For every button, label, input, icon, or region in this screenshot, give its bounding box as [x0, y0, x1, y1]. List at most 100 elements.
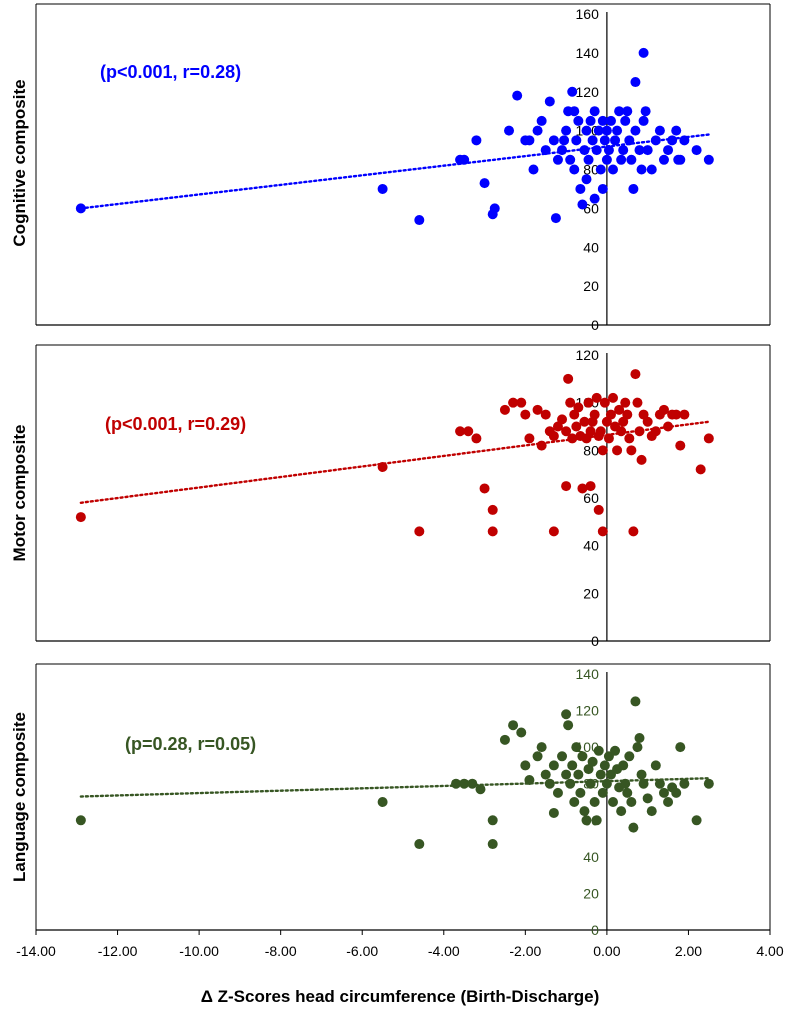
trendline: [79, 420, 711, 504]
data-point: [663, 421, 674, 432]
data-point: [634, 426, 645, 437]
data-point: [628, 526, 639, 537]
data-point: [583, 764, 594, 775]
data-point: [650, 760, 661, 771]
data-point: [451, 778, 462, 789]
data-point: [616, 426, 627, 437]
data-point: [577, 199, 588, 210]
data-point: [377, 183, 388, 194]
y-tick-label: 100: [576, 739, 600, 755]
data-point: [654, 778, 665, 789]
data-point: [557, 751, 568, 762]
data-point: [475, 784, 486, 795]
y-tick-label: 40: [583, 538, 599, 554]
data-point: [622, 106, 633, 117]
y-tick-label: 40: [583, 849, 599, 865]
data-point: [487, 839, 498, 850]
data-point: [620, 397, 631, 408]
data-point: [597, 115, 608, 126]
x-tick-label: -10.00: [179, 943, 219, 959]
data-point: [634, 145, 645, 156]
data-point: [559, 135, 570, 146]
data-point: [487, 504, 498, 515]
data-point: [575, 787, 586, 798]
data-point: [520, 760, 531, 771]
data-point: [628, 822, 639, 833]
y-tick-label: 60: [583, 490, 599, 506]
data-point: [540, 145, 551, 156]
data-point: [632, 397, 643, 408]
data-point: [626, 797, 637, 807]
data-point: [589, 193, 600, 204]
y-axis-label: Cognitive composite: [10, 79, 29, 246]
data-point: [624, 135, 635, 146]
data-point: [595, 769, 606, 780]
data-point: [603, 145, 614, 156]
data-point: [608, 392, 619, 403]
data-point: [593, 125, 604, 136]
data-point: [634, 733, 645, 743]
data-point: [601, 125, 612, 136]
y-tick-label: 0: [591, 633, 599, 649]
data-point: [571, 742, 582, 753]
data-point: [658, 787, 669, 798]
data-point: [591, 145, 602, 156]
data-point: [593, 504, 604, 515]
data-point: [471, 135, 482, 146]
data-point: [571, 421, 582, 432]
data-point: [577, 483, 588, 494]
data-point: [679, 409, 690, 420]
data-point: [75, 815, 86, 826]
data-point: [377, 462, 388, 473]
data-point: [610, 745, 621, 756]
data-point: [585, 481, 596, 492]
data-point: [581, 174, 592, 185]
data-point: [612, 125, 623, 136]
stats-annotation: (p<0.001, r=0.28): [100, 62, 241, 82]
y-tick-label: 40: [583, 239, 599, 255]
data-point: [630, 696, 641, 707]
data-point: [567, 86, 578, 97]
data-point: [567, 433, 578, 444]
data-point: [601, 154, 612, 165]
data-point: [589, 797, 600, 807]
data-point: [579, 145, 590, 156]
x-tick-label: 0.00: [593, 943, 620, 959]
data-point: [581, 815, 592, 826]
data-point: [614, 106, 625, 117]
data-point: [504, 125, 515, 136]
x-tick-label: -8.00: [265, 943, 297, 959]
data-point: [624, 751, 635, 762]
data-point: [573, 402, 584, 413]
data-point: [563, 373, 574, 384]
data-point: [585, 778, 596, 789]
data-point: [552, 787, 563, 798]
trendline: [79, 133, 711, 210]
data-point: [75, 203, 86, 214]
y-tick-label: 140: [576, 666, 600, 682]
data-point: [591, 815, 602, 826]
y-tick-label: 20: [583, 278, 599, 294]
data-point: [487, 526, 498, 537]
data-point: [646, 806, 657, 817]
data-point: [524, 433, 535, 444]
data-point: [638, 115, 649, 126]
y-tick-label: 20: [583, 885, 599, 901]
data-point: [571, 135, 582, 146]
data-point: [679, 135, 690, 146]
panel-motor-composite: 020406080100120Motor composite(p<0.001, …: [10, 344, 771, 649]
data-point: [479, 483, 490, 494]
data-point: [636, 454, 647, 465]
data-point: [642, 145, 653, 156]
data-point: [569, 164, 580, 175]
data-point: [632, 742, 643, 753]
trendline: [79, 777, 711, 798]
data-point: [650, 135, 661, 146]
y-tick-label: 0: [591, 922, 599, 938]
data-point: [499, 734, 510, 745]
data-point: [414, 526, 425, 537]
y-tick-label: 120: [576, 347, 600, 363]
data-point: [516, 397, 527, 408]
data-point: [377, 797, 388, 807]
data-point: [583, 154, 594, 165]
